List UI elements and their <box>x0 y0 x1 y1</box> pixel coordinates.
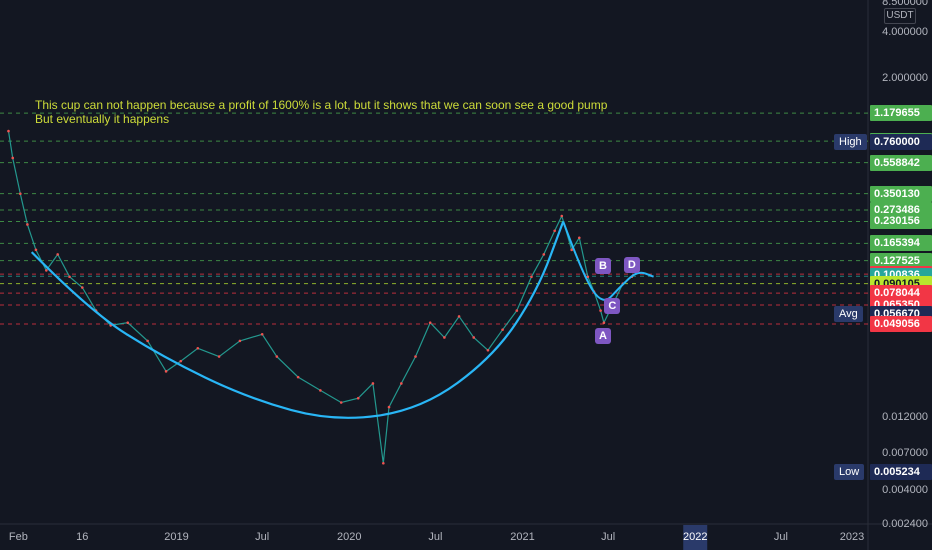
low-badge: Low <box>834 464 865 481</box>
price-point <box>586 275 590 279</box>
cup-curve <box>30 221 565 419</box>
price-axis-label: 0.007000 <box>882 447 928 460</box>
price-level-tag: 0.760000 <box>870 134 932 151</box>
price-point <box>26 223 29 226</box>
price-point <box>196 346 200 350</box>
wave-label-c: C <box>604 298 621 315</box>
price-point <box>68 275 71 279</box>
time-axis-label: 2019 <box>164 531 189 543</box>
time-axis-label: Jul <box>428 531 443 543</box>
time-axis-label: 2021 <box>510 531 535 543</box>
price-point <box>414 355 417 358</box>
price-point <box>296 375 300 379</box>
price-point <box>319 389 322 392</box>
annotation-line-1: This cup can not happen because a profit… <box>35 98 608 112</box>
price-point <box>400 382 403 385</box>
price-point <box>577 236 581 240</box>
handle-curve <box>562 221 654 301</box>
price-axis-label: 2.000000 <box>882 72 928 85</box>
price-point <box>19 192 22 195</box>
wave-label-d: D <box>623 256 640 273</box>
price-level-tag: 1.179655 <box>870 105 932 122</box>
price-point <box>339 401 343 404</box>
price-point <box>457 315 461 318</box>
time-axis-label: Jul <box>773 531 788 543</box>
price-point <box>56 253 59 256</box>
wave-label-a: A <box>594 327 611 344</box>
price-point <box>599 309 602 312</box>
price-point <box>602 321 606 324</box>
price-axis-label: 0.004000 <box>882 484 928 497</box>
annotation-line-2: But eventually it happens <box>35 112 170 126</box>
time-axis-label: 16 <box>76 531 89 543</box>
price-level-tag: 0.165394 <box>870 235 932 252</box>
price-point <box>126 321 130 324</box>
price-point <box>179 359 183 363</box>
time-axis-label: 2020 <box>337 531 362 543</box>
price-point <box>260 332 264 336</box>
price-point <box>7 129 10 133</box>
price-point <box>515 309 519 312</box>
wave-label-b: B <box>594 257 611 274</box>
price-axis-label: 4.000000 <box>882 26 928 39</box>
price-point <box>238 339 242 343</box>
price-point <box>443 336 446 339</box>
price-point <box>530 275 533 279</box>
price-axis-label-top: 8.500000 <box>882 0 928 8</box>
price-point <box>371 382 375 385</box>
price-axis-label: 0.002400 <box>882 518 928 530</box>
price-point <box>387 405 391 409</box>
price-point <box>34 248 38 252</box>
price-point <box>382 461 385 465</box>
price-level-tag: 0.230156 <box>870 213 932 230</box>
price-point <box>542 253 546 256</box>
price-point <box>275 355 279 358</box>
price-level-tag: 0.127525 <box>870 252 932 269</box>
price-level-tag: 0.350130 <box>870 185 932 202</box>
price-series-line <box>7 131 633 464</box>
price-point <box>81 286 84 289</box>
time-axis-highlight <box>683 525 708 550</box>
price-point <box>45 269 48 272</box>
time-axis-label: Jul <box>601 531 616 543</box>
price-point <box>146 339 149 343</box>
price-point <box>472 336 476 339</box>
high-badge: High <box>834 134 867 151</box>
price-point <box>164 370 168 373</box>
price-point <box>501 328 504 331</box>
price-level-tag: 0.049056 <box>870 315 932 332</box>
time-axis-label: 2022 <box>682 531 708 543</box>
price-point <box>570 248 574 252</box>
avg-badge: Avg <box>834 306 863 323</box>
price-point <box>486 348 490 352</box>
price-point <box>560 214 564 218</box>
price-point <box>553 229 556 233</box>
time-axis-label: Feb <box>8 531 28 543</box>
time-axis-label: Jul <box>255 531 270 543</box>
price-point <box>217 355 221 358</box>
price-point <box>428 321 432 324</box>
price-level-tag: 0.005234 <box>870 464 932 481</box>
price-level-tag: 0.558842 <box>870 154 932 171</box>
currency-button[interactable]: USDT <box>884 8 916 24</box>
time-axis-label: 2023 <box>839 531 865 543</box>
price-axis-label: 0.012000 <box>882 411 928 424</box>
price-point <box>11 156 15 160</box>
price-point <box>356 396 360 400</box>
